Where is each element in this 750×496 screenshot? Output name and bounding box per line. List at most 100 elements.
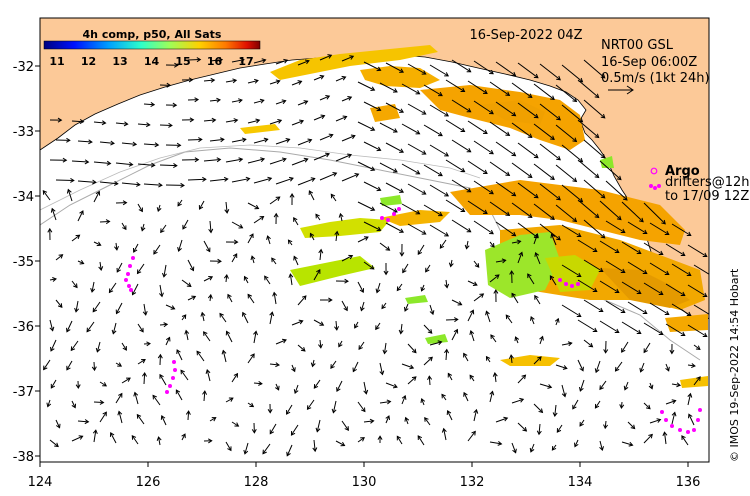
current-vector [577,359,584,372]
current-vector [639,362,645,373]
current-vectors [42,54,709,457]
current-vector [160,414,167,426]
x-tick-label: 132 [460,475,485,490]
current-vector [291,157,309,166]
current-vector [489,440,503,446]
current-vector [253,330,258,344]
current-vector [209,176,229,182]
current-vector [262,443,271,455]
current-vector [385,102,405,113]
current-vector [687,284,708,298]
current-vector [643,242,664,256]
current-vector [490,334,497,343]
current-vector [308,190,315,201]
current-vector [160,224,167,234]
current-vector [269,79,281,85]
current-vector [577,159,600,179]
current-vector [273,212,279,225]
current-vector [253,215,265,224]
current-vector [671,382,682,388]
current-vector [196,350,205,362]
current-vector [401,203,421,215]
sst-colorbar [43,40,261,50]
current-vector [445,199,466,213]
current-vector [341,300,348,312]
current-vector [187,57,202,63]
current-vector [313,319,325,326]
current-vector [649,222,670,236]
current-vector [599,160,622,181]
current-vector [132,243,139,253]
current-vector [313,114,326,121]
current-vector [402,263,409,274]
current-vector [621,321,642,335]
current-vector [489,161,511,176]
current-vector [297,138,313,146]
current-vector [577,119,600,139]
current-vector [152,394,161,406]
current-vector [275,383,280,391]
current-vector [115,121,129,127]
current-vector [357,121,376,131]
current-vector [398,323,404,335]
current-vector [407,343,417,354]
current-vector [251,422,257,434]
current-vector [621,341,629,353]
x-tick-label: 126 [136,475,161,490]
y-tick-label: -35 [13,255,34,270]
current-vector [253,380,263,386]
current-vector [357,201,376,211]
current-vector [275,138,291,145]
current-vector [363,381,369,395]
current-vector [176,349,183,361]
current-vector [93,120,107,126]
current-vector [55,177,75,183]
current-vector [291,319,304,326]
current-vector [203,77,216,83]
y-tick-label: -38 [13,450,34,465]
current-vector [423,84,443,97]
current-vector [287,239,293,246]
current-vector [467,120,488,135]
current-vector [243,275,249,284]
current-vector [223,274,229,283]
current-vector [517,422,528,432]
current-vector [142,303,148,316]
current-vector [603,340,609,354]
colorbar-tick-label: 13 [112,55,127,68]
current-vector [448,259,454,268]
current-vector [208,220,214,234]
current-vector [363,181,382,192]
current-vector [161,264,167,278]
current-vector [159,284,164,298]
current-vector [131,283,139,296]
current-vector [180,369,189,381]
scale-arrow-icon [608,85,634,95]
current-vector [417,435,425,446]
current-vector [423,204,443,217]
current-vector [70,340,79,352]
current-vector [555,84,578,103]
current-vector [71,234,81,242]
colorbar-tick-label: 12 [81,55,96,68]
colorbar-tick-label: 11 [49,55,64,68]
drifter-tracks [124,207,702,434]
current-vector [385,62,405,73]
current-vector [533,83,555,101]
current-vector [182,219,189,230]
current-scale-label: 0.5m/s (1kt 24h) [601,71,710,86]
current-vector [90,281,96,293]
current-vector [297,59,310,66]
x-tick-label: 124 [28,475,53,490]
current-vector [511,442,517,454]
current-vector [363,101,382,112]
current-vector [140,223,146,232]
current-vector [473,60,494,75]
current-vector [352,361,359,373]
current-vector [665,323,686,337]
current-vector [111,322,117,335]
current-vector [489,241,495,248]
current-vector [577,319,598,333]
current-vector [539,103,561,121]
